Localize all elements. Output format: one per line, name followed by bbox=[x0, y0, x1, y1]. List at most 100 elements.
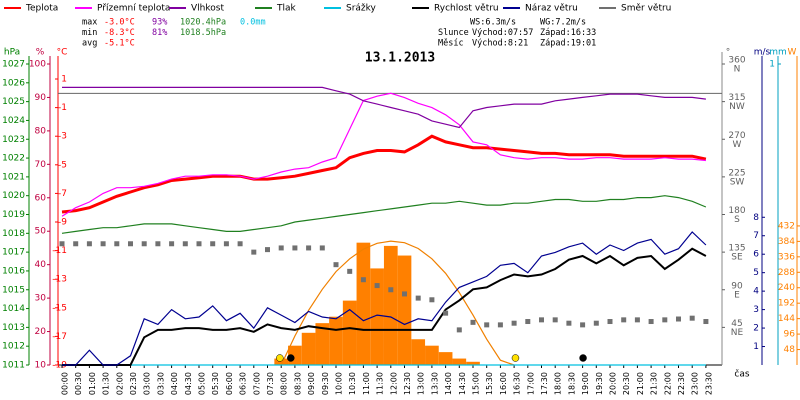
y-tick-label: 100 bbox=[29, 60, 46, 70]
x-tick-label: 19:30 bbox=[595, 372, 604, 395]
x-tick-label: 00:00 bbox=[61, 372, 70, 395]
direction-point bbox=[456, 327, 462, 333]
x-tick-label: 21:00 bbox=[636, 372, 645, 395]
direction-point bbox=[319, 245, 325, 251]
direction-point bbox=[360, 277, 366, 283]
y-tick-label: 90 bbox=[731, 281, 743, 291]
direction-point bbox=[703, 319, 709, 325]
direction-point bbox=[580, 322, 586, 328]
direction-point bbox=[621, 317, 627, 323]
y-tick-label: 1011 bbox=[2, 361, 25, 371]
stat-rain: 0.0mm bbox=[240, 18, 266, 28]
stat-label: min bbox=[82, 28, 97, 38]
x-tick-label: 09:30 bbox=[321, 372, 330, 395]
x-tick-label: 15:00 bbox=[472, 372, 481, 395]
sun-set: Západ:16:33 bbox=[540, 28, 596, 38]
series-line bbox=[62, 247, 707, 366]
x-tick-label: 02:00 bbox=[115, 372, 124, 395]
y-tick-label: 1021 bbox=[2, 172, 25, 182]
x-tick-label: 12:00 bbox=[389, 372, 398, 395]
direction-point bbox=[443, 310, 449, 316]
series-line bbox=[61, 92, 706, 217]
direction-point bbox=[662, 317, 668, 323]
y-tick-label: 240 bbox=[778, 283, 795, 293]
y-tick-label: 135 bbox=[728, 244, 745, 254]
y-tick-label: 1 bbox=[769, 60, 775, 70]
y-tick-label: 336 bbox=[778, 252, 795, 262]
y-tick-label: 1019 bbox=[2, 210, 25, 220]
sun-rise-marker bbox=[276, 354, 284, 362]
compass-label: NW bbox=[729, 102, 745, 112]
direction-point bbox=[114, 241, 120, 247]
y-tick-label: 1016 bbox=[2, 266, 25, 276]
y-tick-label: -1 bbox=[58, 103, 67, 113]
direction-point bbox=[676, 316, 681, 322]
direction-point bbox=[511, 320, 517, 326]
legend-label: Náraz větru bbox=[525, 4, 578, 14]
direction-point bbox=[223, 241, 229, 247]
direction-point bbox=[402, 291, 407, 297]
radiation-bar bbox=[370, 268, 384, 365]
series-line bbox=[62, 86, 706, 129]
x-tick-label: 19:00 bbox=[581, 372, 590, 395]
y-tick-label: 80 bbox=[35, 126, 47, 136]
legend-label: Přízemní teplota bbox=[97, 4, 170, 14]
y-tick-label: 2 bbox=[753, 324, 759, 334]
direction-point bbox=[265, 247, 270, 253]
stat-label: max bbox=[82, 18, 97, 28]
y-tick-label: 90 bbox=[35, 93, 47, 103]
direction-point bbox=[566, 320, 572, 326]
radiation-bar bbox=[466, 361, 480, 365]
x-tick-label: 23:00 bbox=[691, 372, 700, 395]
stat-label: avg bbox=[82, 39, 97, 49]
y-tick-label: 1024 bbox=[2, 116, 25, 126]
direction-point bbox=[306, 245, 312, 251]
y-tick-label: 1025 bbox=[2, 97, 25, 107]
x-tick-label: 08:00 bbox=[280, 372, 289, 395]
direction-point bbox=[607, 319, 613, 325]
stat-temperature: -3.0°C bbox=[104, 18, 135, 28]
axis-unit: °C bbox=[57, 48, 68, 58]
direction-point bbox=[689, 315, 695, 321]
y-tick-label: 7 bbox=[753, 231, 759, 241]
series-line bbox=[61, 195, 707, 234]
y-tick-label: -17 bbox=[52, 332, 67, 342]
stat-pressure: 1020.4hPa bbox=[180, 18, 226, 28]
legend-label: Směr větru bbox=[621, 4, 671, 14]
y-tick-label: -3 bbox=[58, 132, 67, 142]
x-tick-label: 03:30 bbox=[156, 372, 165, 395]
chart-title: 13.1.2013 bbox=[365, 51, 435, 66]
direction-point bbox=[251, 249, 257, 255]
y-tick-label: 1012 bbox=[2, 342, 25, 352]
series-line bbox=[61, 134, 707, 214]
direction-point bbox=[470, 319, 476, 325]
x-tick-label: 20:00 bbox=[609, 372, 618, 395]
y-tick-label: 4 bbox=[753, 287, 759, 297]
direction-point bbox=[182, 241, 188, 247]
y-tick-label: 1 bbox=[753, 342, 759, 352]
legend-label: Rychlost větru bbox=[434, 4, 499, 14]
axis-unit: m/s bbox=[754, 48, 771, 58]
y-tick-label: -19 bbox=[52, 361, 67, 371]
axis-unit: mm bbox=[769, 48, 787, 58]
x-tick-label: 07:00 bbox=[252, 372, 261, 395]
axis-unit: hPa bbox=[4, 48, 20, 58]
x-tick-label: 15:30 bbox=[485, 372, 494, 395]
x-tick-label: 06:00 bbox=[225, 372, 234, 395]
y-tick-label: 1015 bbox=[2, 285, 25, 295]
y-tick-label: 48 bbox=[784, 345, 796, 355]
radiation-bar bbox=[329, 316, 343, 365]
y-tick-label: -5 bbox=[58, 160, 67, 170]
y-tick-label: 1013 bbox=[2, 323, 25, 333]
direction-point bbox=[484, 322, 490, 328]
y-tick-label: 192 bbox=[778, 299, 795, 309]
y-tick-label: 1023 bbox=[2, 135, 25, 145]
direction-point bbox=[347, 268, 353, 274]
compass-label: NE bbox=[731, 328, 744, 338]
y-tick-label: 20 bbox=[35, 327, 47, 337]
stat-humidity: 81% bbox=[152, 28, 167, 38]
y-tick-label: -11 bbox=[52, 246, 67, 256]
x-tick-label: 17:30 bbox=[540, 372, 549, 395]
